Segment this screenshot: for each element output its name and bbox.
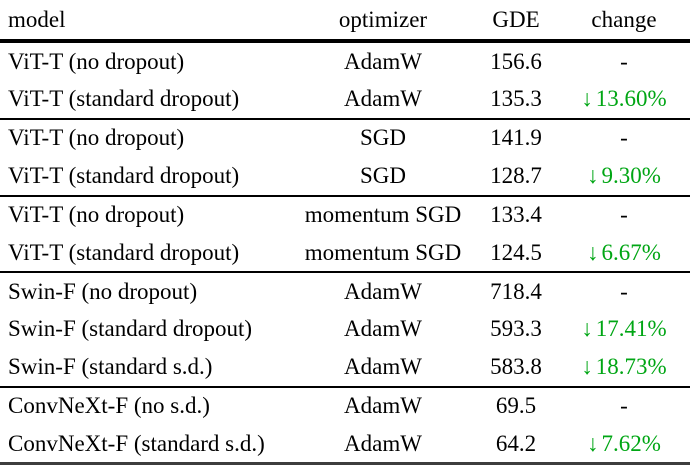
header-row: model optimizer GDE change <box>0 1 690 43</box>
cell-optimizer: AdamW <box>344 48 422 74</box>
cell-change: ↓ 6.67% <box>558 233 690 274</box>
change-value: ↓ 6.67% <box>587 240 661 265</box>
cell-optimizer: AdamW <box>292 424 474 465</box>
cell-gde: 135.3 <box>474 80 558 120</box>
change-percent: 6.67% <box>601 239 661 265</box>
change-percent: 17.41% <box>595 316 667 342</box>
down-arrow-icon: ↓ <box>587 162 599 188</box>
cell-model: ViT-T (no dropout) <box>8 48 185 74</box>
cell-model: ConvNeXt-F (standard s.d.) <box>0 424 292 465</box>
table-row: Swin-F (no dropout) AdamW 718.4 - <box>0 272 690 310</box>
down-arrow-icon: ↓ <box>587 239 599 265</box>
cell-optimizer: AdamW <box>344 393 422 419</box>
table-row: Swin-F (standard s.d.) AdamW 583.8 ↓ 18.7… <box>0 348 690 388</box>
cell-change: ↓ 18.73% <box>558 348 690 388</box>
change-percent: 7.62% <box>601 430 661 456</box>
change-percent: 9.30% <box>601 162 661 188</box>
cell-gde: 583.8 <box>474 348 558 388</box>
cell-optimizer: momentum SGD <box>292 233 474 274</box>
cell-gde: 141.9 <box>490 125 542 151</box>
down-arrow-icon: ↓ <box>581 353 593 379</box>
cell-model: ViT-T (standard dropout) <box>0 157 292 197</box>
table-row: ViT-T (standard dropout) SGD 128.7 ↓ 9.30… <box>0 157 690 197</box>
change-value: ↓ 18.73% <box>581 354 666 379</box>
cell-change: - <box>620 279 628 305</box>
cell-optimizer: AdamW <box>344 316 422 342</box>
cell-optimizer: AdamW <box>292 80 474 120</box>
cell-gde: 128.7 <box>474 157 558 197</box>
cell-gde: 64.2 <box>474 424 558 465</box>
change-percent: 18.73% <box>595 353 667 379</box>
table-row: ViT-T (standard dropout) AdamW 135.3 ↓ 13… <box>0 80 690 120</box>
cell-gde: 718.4 <box>490 279 542 305</box>
table-body: ViT-T (no dropout) AdamW 156.6 - ViT-T (… <box>0 41 690 465</box>
cell-model: ConvNeXt-F (no s.d.) <box>8 393 210 419</box>
cell-change: ↓ 7.62% <box>558 424 690 465</box>
cell-change: - <box>620 393 628 419</box>
change-value: ↓ 7.62% <box>587 431 661 456</box>
cell-optimizer: SGD <box>292 157 474 197</box>
table-row: ConvNeXt-F (no s.d.) AdamW 69.5 - <box>0 387 690 425</box>
change-value: ↓ 13.60% <box>581 86 666 111</box>
header-cell-model: model <box>0 1 292 43</box>
cell-model: Swin-F (standard s.d.) <box>0 348 292 388</box>
cell-gde: 69.5 <box>495 393 537 419</box>
cell-model: ViT-T (no dropout) <box>8 125 185 151</box>
table-row: ConvNeXt-F (standard s.d.) AdamW 64.2 ↓ 7… <box>0 424 690 465</box>
cell-gde: 593.3 <box>490 316 542 342</box>
cell-model: ViT-T (standard dropout) <box>0 233 292 274</box>
cell-model: Swin-F (standard dropout) <box>8 316 253 342</box>
change-percent: 13.60% <box>595 86 667 112</box>
cell-gde: 156.6 <box>490 48 542 74</box>
table-row: ViT-T (standard dropout) momentum SGD 12… <box>0 233 690 274</box>
table-row: ViT-T (no dropout) momentum SGD 133.4 - <box>0 196 690 234</box>
cell-change: - <box>620 125 628 151</box>
cell-model: ViT-T (standard dropout) <box>0 80 292 120</box>
header-cell-gde: GDE <box>474 1 558 43</box>
table-row: ViT-T (no dropout) AdamW 156.6 - <box>0 41 690 80</box>
cell-optimizer: momentum SGD <box>304 202 462 228</box>
cell-model: ViT-T (no dropout) <box>8 202 185 228</box>
table-row: Swin-F (standard dropout) AdamW 593.3 ↓ 1… <box>0 311 690 348</box>
table-header: model optimizer GDE change <box>0 1 690 43</box>
cell-change: ↓ 17.41% <box>558 311 690 348</box>
table-row: ViT-T (no dropout) SGD 141.9 - <box>0 119 690 157</box>
cell-gde: 124.5 <box>474 233 558 274</box>
change-value: ↓ 9.30% <box>587 163 661 188</box>
cell-change: ↓ 9.30% <box>558 157 690 197</box>
cell-optimizer: SGD <box>359 125 406 151</box>
down-arrow-icon: ↓ <box>587 430 599 456</box>
cell-optimizer: AdamW <box>344 279 422 305</box>
cell-change: ↓ 13.60% <box>558 80 690 120</box>
down-arrow-icon: ↓ <box>581 86 593 112</box>
header-cell-optimizer: optimizer <box>292 1 474 43</box>
cell-change: - <box>620 202 628 228</box>
cell-model: Swin-F (no dropout) <box>8 279 198 305</box>
down-arrow-icon: ↓ <box>581 316 593 342</box>
cell-gde: 133.4 <box>490 202 542 228</box>
cell-change: - <box>620 48 628 74</box>
change-value: ↓ 17.41% <box>581 316 666 341</box>
header-cell-change: change <box>558 1 690 43</box>
cell-optimizer: AdamW <box>292 348 474 388</box>
